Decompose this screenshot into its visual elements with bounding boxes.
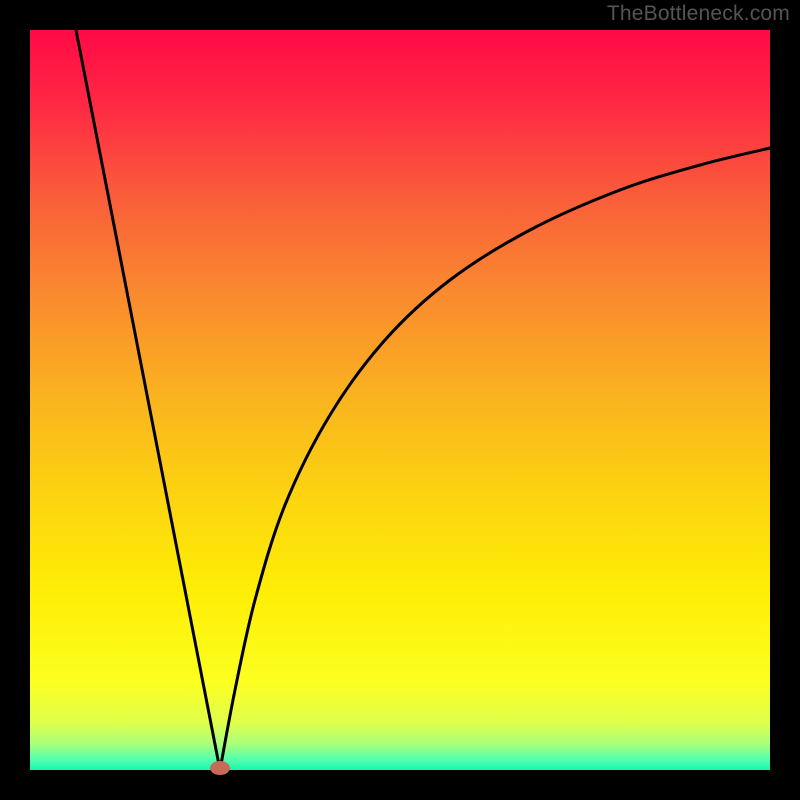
plot-background [30, 30, 770, 770]
optimal-point-marker [210, 761, 230, 775]
watermark-text: TheBottleneck.com [607, 2, 790, 26]
plot-svg [0, 0, 800, 800]
